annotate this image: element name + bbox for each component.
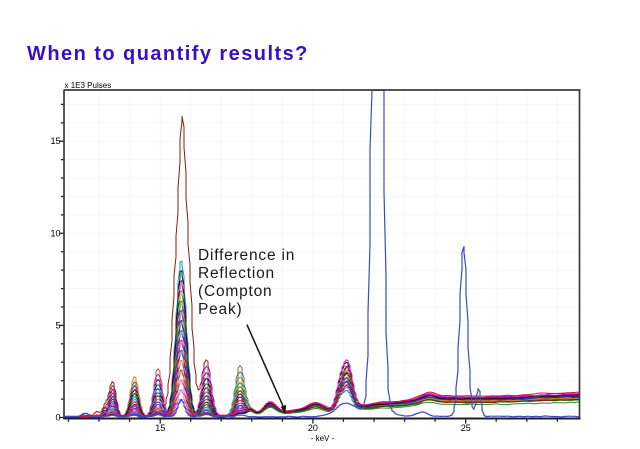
svg-text:x 1E3 Pulses: x 1E3 Pulses [65,81,112,90]
svg-text:15: 15 [50,136,60,146]
svg-text:- keV -: - keV - [311,434,335,443]
svg-text:10: 10 [50,228,60,238]
svg-text:15: 15 [155,423,165,433]
svg-text:20: 20 [308,423,318,433]
svg-text:5: 5 [55,320,60,330]
svg-text:0: 0 [55,413,60,423]
svg-text:25: 25 [461,423,471,433]
